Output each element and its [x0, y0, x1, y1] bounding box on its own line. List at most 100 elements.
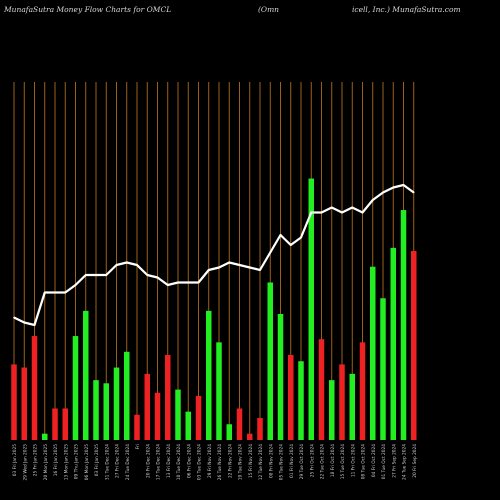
money-flow-bar	[124, 351, 130, 440]
price-point	[74, 284, 77, 286]
price-point	[105, 274, 108, 276]
price-point	[248, 266, 251, 269]
money-flow-bar	[267, 282, 273, 440]
price-point	[341, 211, 343, 214]
price-point	[259, 269, 261, 271]
money-flow-bar	[257, 417, 263, 440]
price-point	[95, 274, 97, 276]
price-point	[207, 269, 210, 271]
chart-title-left: MunafaSutra Money Flow Charts for OMCL	[4, 5, 172, 14]
money-flow-bar	[359, 342, 366, 440]
price-point	[197, 281, 200, 284]
price-point	[166, 284, 169, 286]
money-flow-bar	[318, 339, 325, 440]
x-tick-label: 26 Tue Nov 2024	[217, 444, 223, 480]
x-tick-label: 04 Fri Oct 2024	[371, 444, 377, 477]
x-tick-label: 13 Fri Dec 2024	[166, 444, 172, 478]
money-flow-bar	[185, 411, 191, 440]
price-point	[279, 234, 282, 236]
price-point	[351, 206, 354, 209]
price-point	[23, 321, 26, 324]
price-point	[43, 291, 46, 294]
x-tick-label: 09 Thu Jan 2025	[74, 444, 80, 479]
x-tick-label: 12 Tue Nov 2024	[258, 444, 264, 480]
money-flow-bar	[339, 364, 345, 440]
x-tick-label: 11 Fri Oct 2024	[350, 444, 356, 477]
x-tick-label: 29 Fri Nov 2024	[207, 444, 213, 478]
money-flow-bar	[93, 380, 99, 440]
price-line-group	[13, 183, 415, 327]
price-point	[392, 186, 395, 189]
money-flow-bar	[216, 342, 222, 440]
price-point	[125, 261, 128, 264]
price-point	[402, 184, 405, 186]
money-flow-bar	[400, 210, 407, 440]
x-tick-label: 06 Mon Jan 2025	[84, 444, 90, 480]
money-flow-bar	[31, 336, 38, 440]
x-tick-label: Fri	[135, 444, 141, 449]
price-point	[64, 291, 67, 294]
x-tick-label: 25 Fri Oct 2024	[309, 444, 315, 477]
money-flow-bar	[236, 408, 243, 440]
x-tick-label: 27 Fri Sep 2024	[391, 444, 397, 478]
price-point	[361, 211, 364, 214]
money-flow-bar	[206, 310, 212, 440]
money-flow-bar	[390, 247, 396, 440]
bars	[11, 178, 417, 441]
x-tick-label: 08 Fri Nov 2024	[268, 444, 274, 478]
price-point	[320, 211, 323, 214]
price-point	[146, 274, 149, 276]
x-tick-label: 20 Fri Sep 2024	[412, 444, 418, 478]
x-tick-label: 08 Tue Oct 2024	[361, 444, 367, 480]
x-tick-label: 27 Fri Dec 2024	[115, 444, 121, 478]
money-flow-bar	[226, 424, 232, 440]
x-tick-label: 17 Tue Dec 2024	[156, 444, 162, 480]
price-point	[371, 199, 374, 201]
x-tick-label: 24 Tue Sep 2024	[402, 444, 408, 480]
money-flow-bar	[134, 414, 140, 440]
price-point	[84, 274, 87, 276]
x-tick-label: 15 Fri Nov 2024	[248, 444, 254, 478]
price-point	[136, 264, 138, 266]
money-flow-bar	[247, 433, 253, 440]
money-flow-bar	[175, 389, 181, 440]
x-tick-label: 18 Fri Oct 2024	[330, 444, 336, 477]
money-flow-bar	[52, 408, 58, 440]
x-tick-labels: 03 Fri Jan 2025 29 Wed Jan 2025 25 Fri Jan…	[12, 444, 418, 481]
money-flow-bar	[42, 433, 48, 440]
money-flow-bar	[21, 367, 27, 440]
price-point	[177, 281, 179, 284]
money-flow-bar	[72, 336, 79, 440]
money-flow-bar	[195, 395, 202, 440]
x-tick-label: 31 Tue Dec 2024	[104, 444, 110, 480]
money-flow-bar	[308, 178, 314, 441]
price-point	[218, 266, 220, 269]
x-tick-label: 24 Tue Dec 2024	[125, 444, 131, 480]
price-point	[238, 264, 241, 266]
x-tick-label: 03 Fri Jan 2025	[94, 444, 100, 477]
money-flow-bar	[11, 364, 17, 440]
price-line	[13, 183, 415, 327]
x-tick-label: 03 Tue Dec 2024	[197, 444, 203, 480]
price-point	[382, 191, 384, 194]
price-point	[13, 316, 15, 319]
chart-title-middle: (Omn	[258, 5, 280, 14]
price-point	[310, 211, 313, 214]
money-flow-bar	[329, 380, 335, 440]
price-point	[187, 281, 190, 284]
money-flow-bar	[113, 367, 120, 440]
money-flow-bar	[62, 408, 68, 440]
x-tick-label: 16 Fri Jan 2025	[53, 444, 59, 477]
x-tick-label: 20 Mon Jan 2025	[43, 444, 49, 480]
chart-title-right: icell, Inc.) MunafaSutra.com	[352, 5, 461, 14]
price-point	[33, 324, 36, 326]
x-tick-label: 06 Fri Dec 2024	[186, 444, 192, 478]
price-point	[54, 291, 56, 294]
money-flow-bar	[103, 383, 109, 440]
money-flow-bar	[83, 310, 89, 440]
price-point	[269, 251, 272, 254]
x-tick-label: 03 Fri Jan 2025	[12, 444, 18, 477]
x-tick-label: 15 Tue Oct 2024	[340, 444, 346, 480]
money-flow-bar	[277, 314, 284, 440]
